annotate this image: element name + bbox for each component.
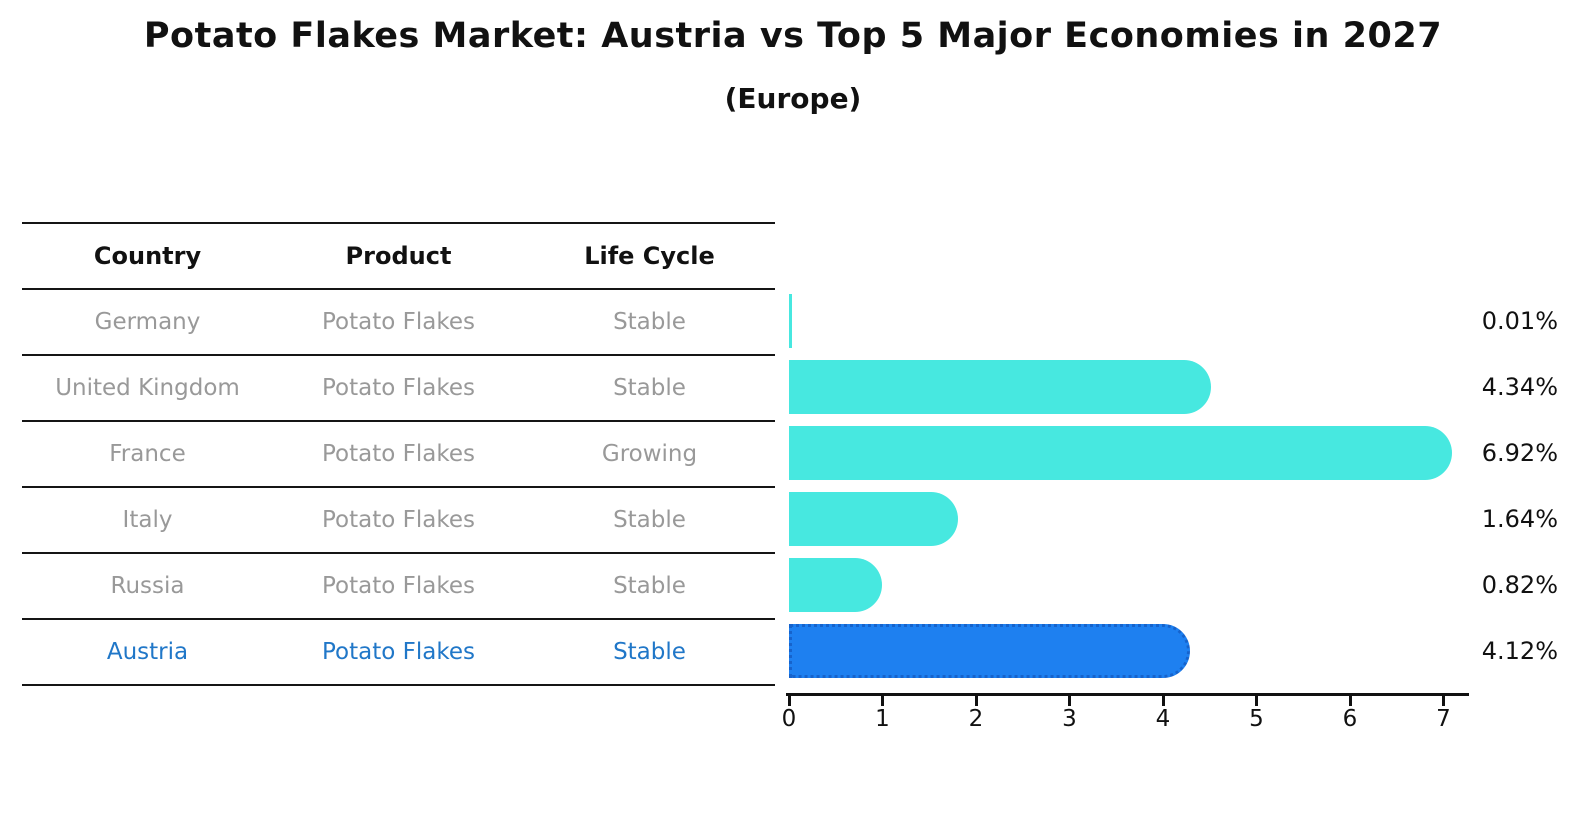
x-axis-tick-label: 6 bbox=[1342, 706, 1358, 732]
x-axis-tick bbox=[1348, 693, 1352, 706]
cell-product: Potato Flakes bbox=[322, 639, 475, 665]
cell-country: France bbox=[109, 441, 186, 467]
x-axis-tick bbox=[1161, 693, 1165, 706]
cell-life-cycle: Stable bbox=[613, 639, 686, 665]
cell-product: Potato Flakes bbox=[322, 441, 475, 467]
cell-life-cycle: Stable bbox=[613, 375, 686, 401]
chart-subtitle: (Europe) bbox=[724, 82, 862, 115]
table-row: United Kingdom Potato Flakes Stable bbox=[22, 356, 775, 422]
table-row: Russia Potato Flakes Stable bbox=[22, 554, 775, 620]
x-axis-tick bbox=[1068, 693, 1071, 706]
bar-france bbox=[789, 426, 1452, 480]
value-label: 4.12% bbox=[1481, 637, 1558, 665]
cell-country: United Kingdom bbox=[55, 375, 240, 401]
bar-italy bbox=[789, 492, 958, 546]
x-axis-tick-label: 3 bbox=[1062, 706, 1077, 732]
bar-germany bbox=[789, 294, 792, 348]
cell-product: Potato Flakes bbox=[322, 507, 475, 533]
x-axis-tick-label: 7 bbox=[1436, 706, 1451, 732]
bar-russia bbox=[789, 558, 882, 612]
value-label: 1.64% bbox=[1481, 505, 1558, 533]
value-label: 0.01% bbox=[1481, 307, 1558, 335]
x-axis-tick-label: 2 bbox=[968, 706, 984, 732]
chart-title: Potato Flakes Market: Austria vs Top 5 M… bbox=[143, 16, 1443, 56]
cell-life-cycle: Growing bbox=[601, 441, 698, 467]
x-axis-tick bbox=[787, 693, 791, 706]
cell-product: Potato Flakes bbox=[322, 309, 475, 335]
x-axis-tick bbox=[1442, 693, 1445, 706]
col-header-product: Product bbox=[345, 242, 452, 270]
country-table: Country Product Life Cycle Germany Potato… bbox=[22, 222, 775, 686]
x-axis-tick-label: 4 bbox=[1155, 706, 1171, 732]
value-label: 0.82% bbox=[1481, 571, 1558, 599]
bar-united-kingdom bbox=[789, 360, 1211, 414]
col-header-lifecycle: Life Cycle bbox=[584, 242, 715, 270]
cell-life-cycle: Stable bbox=[613, 309, 686, 335]
cell-life-cycle: Stable bbox=[613, 507, 686, 533]
col-header-country: Country bbox=[93, 242, 202, 270]
table-rows: Germany Potato Flakes Stable United Kingdom… bbox=[22, 290, 775, 686]
bar-highlight-austria bbox=[789, 624, 1190, 678]
table-row: France Potato Flakes Growing bbox=[22, 422, 775, 488]
cell-country: Italy bbox=[122, 507, 173, 533]
cell-life-cycle: Stable bbox=[613, 573, 686, 599]
table-row: Germany Potato Flakes Stable bbox=[22, 290, 775, 356]
x-axis-tick-label: 0 bbox=[781, 706, 797, 732]
x-axis-tick bbox=[881, 693, 884, 706]
value-label: 4.34% bbox=[1481, 373, 1558, 401]
table-header-row: Country Product Life Cycle bbox=[22, 224, 775, 290]
cell-product: Potato Flakes bbox=[322, 573, 475, 599]
x-axis-tick-label: 1 bbox=[875, 706, 890, 732]
x-axis-tick bbox=[974, 693, 978, 706]
table-row: Italy Potato Flakes Stable bbox=[22, 488, 775, 554]
x-axis-tick-label: 5 bbox=[1249, 706, 1264, 732]
cell-country: Russia bbox=[110, 573, 185, 599]
table-row: Austria Potato Flakes Stable bbox=[22, 620, 775, 686]
x-axis-line bbox=[786, 693, 1469, 696]
cell-country: Germany bbox=[94, 309, 201, 335]
x-axis-tick bbox=[1255, 693, 1258, 706]
value-label: 6.92% bbox=[1481, 439, 1558, 467]
cell-product: Potato Flakes bbox=[322, 375, 475, 401]
cell-country: Austria bbox=[106, 639, 189, 665]
